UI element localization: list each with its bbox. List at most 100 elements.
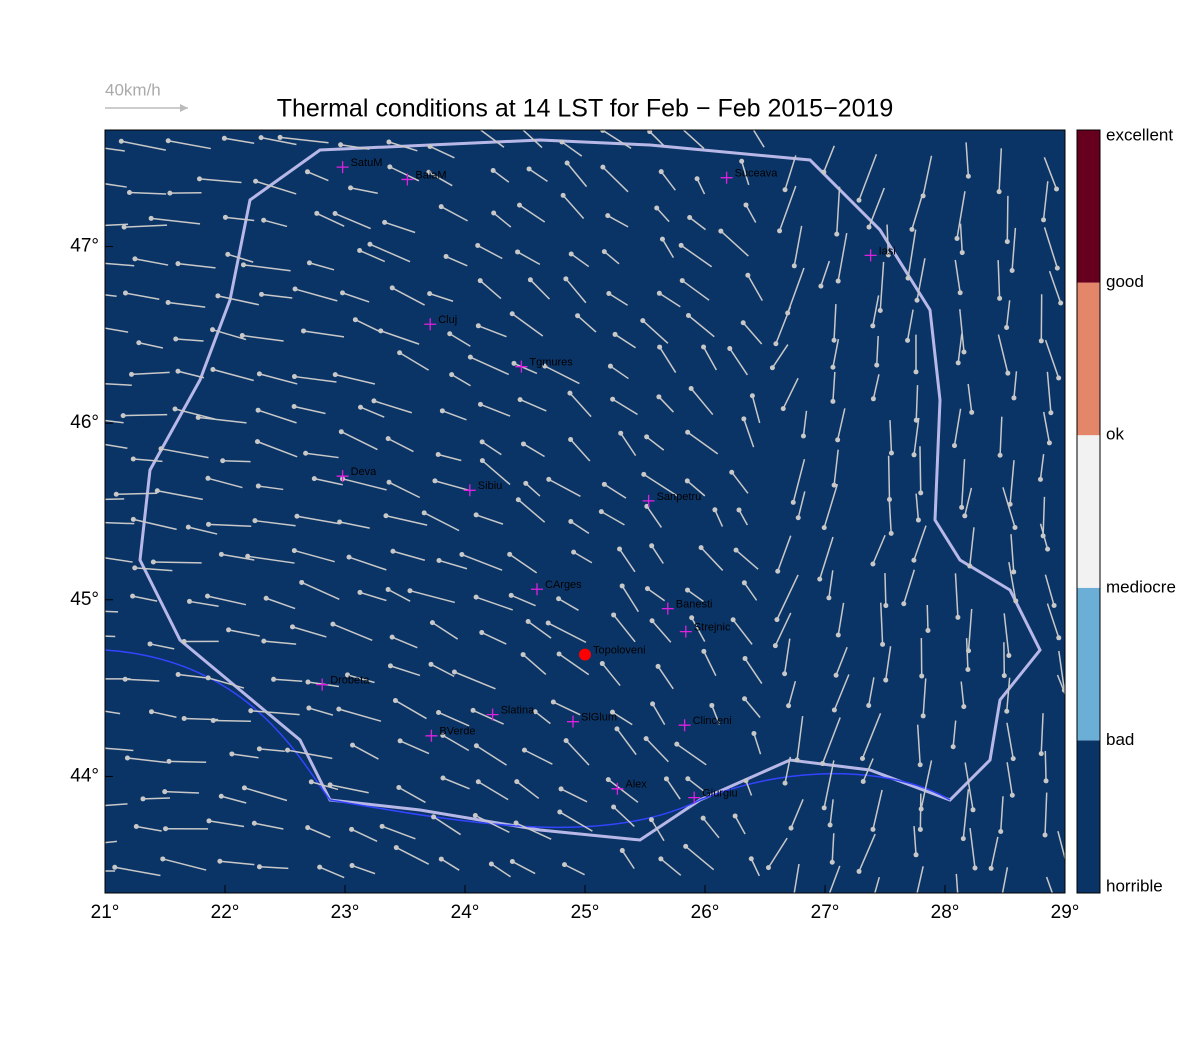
city-label: Drobeta bbox=[330, 674, 370, 686]
wind-arrow-head bbox=[733, 547, 739, 553]
wind-arrow-head bbox=[1011, 395, 1017, 401]
wind-arrow-head bbox=[431, 814, 437, 820]
wind-arrow bbox=[129, 191, 167, 195]
wind-arrow-head bbox=[349, 863, 355, 869]
wind-arrow-head bbox=[291, 403, 297, 409]
wind-arrow bbox=[646, 505, 663, 528]
wind-arrow-head bbox=[905, 337, 911, 343]
wind-arrow bbox=[920, 760, 933, 810]
wind-arrow-head bbox=[698, 545, 704, 551]
wind-arrow bbox=[461, 553, 503, 571]
wind-arrow-head bbox=[561, 862, 567, 868]
wind-arrow bbox=[797, 491, 806, 518]
city-marker bbox=[424, 318, 437, 331]
wind-arrow bbox=[311, 781, 339, 791]
wind-arrow-head bbox=[386, 139, 392, 145]
wind-arrow-head bbox=[285, 747, 291, 753]
wind-arrow-head bbox=[421, 510, 427, 516]
wind-arrow bbox=[889, 420, 893, 454]
wind-arrow bbox=[558, 653, 590, 676]
wind-arrow bbox=[778, 185, 797, 232]
wind-arrow-head bbox=[473, 512, 479, 518]
wind-arrow bbox=[916, 866, 924, 893]
wind-arrow-head bbox=[605, 777, 611, 783]
wind-arrow bbox=[221, 795, 247, 804]
wind-arrow-head bbox=[870, 561, 876, 567]
wind-arrow-head bbox=[261, 638, 267, 644]
wind-arrow-head bbox=[959, 250, 965, 256]
wind-arrow bbox=[832, 371, 836, 402]
wind-arrow bbox=[547, 622, 587, 644]
city-marker bbox=[678, 719, 691, 732]
city-label: Sibiu bbox=[478, 480, 502, 492]
wind-arrow bbox=[369, 243, 411, 263]
wind-arrow-head bbox=[730, 617, 736, 623]
wind-arrow-head bbox=[477, 278, 483, 284]
wind-arrow bbox=[823, 483, 839, 528]
wind-arrow-head bbox=[1046, 440, 1052, 446]
wind-arrow bbox=[868, 187, 885, 228]
wind-arrow-head bbox=[835, 278, 841, 284]
map-title: Thermal conditions at 14 LST for Feb − F… bbox=[277, 95, 894, 123]
wind-arrow-head bbox=[860, 778, 866, 784]
wind-arrow bbox=[225, 216, 255, 222]
wind-arrow bbox=[255, 180, 297, 195]
wind-arrow-head bbox=[866, 224, 872, 230]
wind-arrow-head bbox=[1009, 792, 1015, 798]
wind-arrow bbox=[802, 410, 808, 437]
wind-arrow bbox=[168, 760, 207, 763]
wind-arrow-head bbox=[397, 738, 403, 744]
wind-arrow-head bbox=[443, 254, 449, 260]
wind-arrow bbox=[134, 258, 169, 266]
country-border bbox=[138, 138, 1042, 842]
colorbar: horrible bad mediocre ok good excellent bbox=[1076, 125, 1176, 895]
wind-arrow bbox=[1042, 496, 1046, 536]
wind-arrow-head bbox=[568, 437, 574, 443]
wind-arrow-head bbox=[866, 703, 872, 709]
wind-arrow bbox=[391, 636, 418, 649]
wind-arrow bbox=[227, 253, 254, 263]
wind-arrow-head bbox=[740, 320, 746, 326]
wind-arrow bbox=[121, 140, 167, 151]
wind-arrow bbox=[661, 238, 675, 258]
wind-arrow-head bbox=[76, 177, 81, 182]
wind-arrow-head bbox=[951, 443, 957, 449]
wind-arrow bbox=[906, 309, 914, 341]
wind-arrow bbox=[1006, 762, 1014, 796]
wind-arrow-head bbox=[305, 825, 311, 831]
city-label: Deva bbox=[351, 466, 378, 478]
wind-arrow bbox=[293, 405, 326, 415]
wind-arrow-head bbox=[718, 228, 724, 234]
wind-arrow bbox=[665, 778, 681, 800]
wind-arrow-head bbox=[905, 275, 911, 281]
wind-arrow bbox=[660, 858, 682, 876]
wind-arrow-head bbox=[435, 451, 441, 457]
wind-arrow bbox=[207, 677, 245, 689]
wind-arrow-head bbox=[610, 396, 616, 402]
colorbar-label: mediocre bbox=[1106, 577, 1176, 596]
wind-arrow bbox=[1058, 650, 1065, 691]
wind-arrow-head bbox=[821, 805, 827, 811]
wind-arrow-head bbox=[225, 251, 231, 257]
wind-arrow-head bbox=[835, 437, 841, 443]
wind-arrow bbox=[153, 561, 202, 564]
wind-arrow bbox=[142, 797, 170, 800]
wind-arrow bbox=[178, 673, 210, 680]
wind-arrow bbox=[217, 295, 259, 306]
wind-arrow bbox=[254, 519, 296, 527]
wind-arrow-head bbox=[1006, 652, 1012, 658]
wind-arrow bbox=[168, 301, 206, 308]
wind-arrow bbox=[351, 828, 378, 842]
wind-arrow-head bbox=[678, 242, 684, 248]
wind-arrow-head bbox=[741, 416, 747, 422]
wind-arrow-head bbox=[215, 293, 221, 299]
wind-arrow bbox=[833, 449, 839, 486]
wind-arrow bbox=[303, 330, 345, 338]
wind-arrow-head bbox=[392, 698, 398, 704]
wind-arrow bbox=[782, 377, 799, 409]
wind-arrow bbox=[305, 452, 339, 459]
wind-arrow bbox=[242, 334, 284, 342]
wind-arrow bbox=[767, 837, 788, 869]
wind-arrow-head bbox=[507, 551, 513, 557]
city-label: Iasi bbox=[879, 245, 896, 257]
